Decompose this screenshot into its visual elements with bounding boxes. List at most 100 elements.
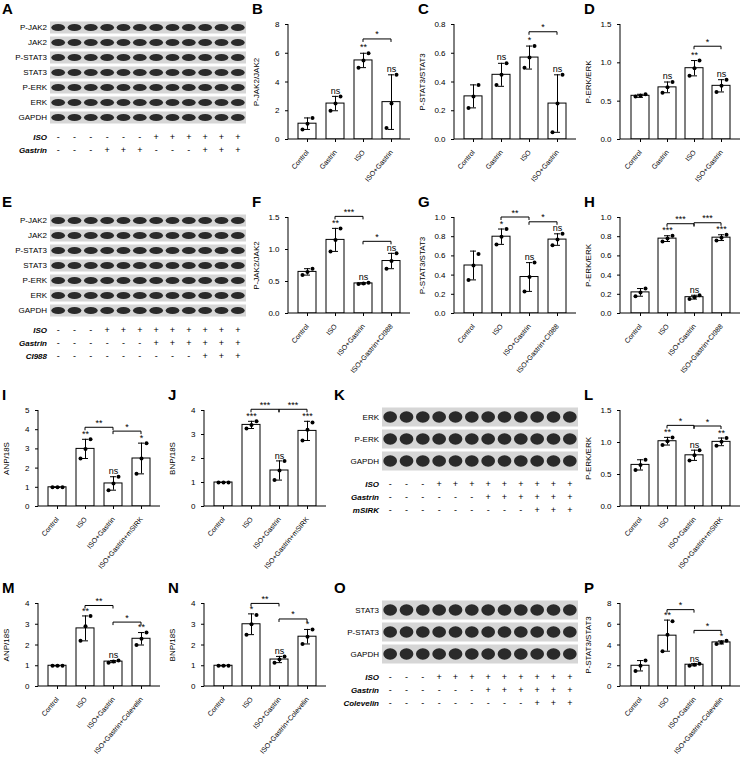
svg-text:+: + [235, 325, 240, 335]
svg-text:0.4: 0.4 [600, 271, 612, 280]
svg-text:*: * [125, 422, 129, 432]
svg-text:+: + [518, 685, 523, 695]
svg-text:-: - [421, 672, 424, 682]
svg-text:-: - [438, 685, 441, 695]
svg-text:ns: ns [275, 646, 285, 656]
svg-text:2: 2 [607, 661, 612, 670]
svg-text:+: + [154, 325, 159, 335]
svg-text:+: + [469, 672, 474, 682]
svg-text:CI988: CI988 [26, 352, 48, 361]
svg-text:-: - [421, 492, 424, 502]
svg-text:+: + [551, 505, 556, 515]
svg-text:ISO+Gastrin+mSIRK: ISO+Gastrin+mSIRK [97, 515, 144, 570]
svg-text:Control: Control [623, 322, 643, 344]
svg-text:-: - [421, 698, 424, 708]
svg-text:ISO+Gastrin: ISO+Gastrin [694, 149, 724, 183]
svg-text:1.0: 1.0 [434, 213, 446, 222]
svg-text:-: - [89, 325, 92, 335]
svg-text:0.0: 0.0 [434, 309, 446, 318]
svg-text:-: - [405, 479, 408, 489]
svg-text:*: * [375, 29, 379, 39]
svg-text:ns: ns [109, 650, 119, 660]
svg-text:ISO+Gastrin: ISO+Gastrin [252, 516, 282, 550]
svg-text:ns: ns [331, 86, 341, 96]
svg-text:-: - [73, 351, 76, 361]
svg-text:***: *** [702, 213, 713, 223]
svg-text:-: - [438, 505, 441, 515]
svg-text:ISO+Gastrin: ISO+Gastrin [502, 323, 532, 357]
svg-text:+: + [535, 685, 540, 695]
svg-text:Control: Control [290, 322, 310, 344]
svg-text:+: + [551, 685, 556, 695]
svg-text:4: 4 [275, 78, 280, 87]
svg-text:-: - [89, 145, 92, 155]
svg-text:0.6: 0.6 [434, 251, 446, 260]
svg-text:P-JAK2: P-JAK2 [20, 216, 48, 225]
svg-text:ns: ns [663, 71, 673, 81]
svg-text:ISO: ISO [657, 515, 670, 529]
svg-text:*: * [291, 609, 295, 619]
svg-text:ISO: ISO [519, 148, 532, 162]
svg-text:-: - [470, 698, 473, 708]
svg-text:+: + [170, 132, 175, 142]
svg-text:-: - [57, 145, 60, 155]
svg-text:GAPDH: GAPDH [351, 650, 380, 659]
svg-text:ISO: ISO [75, 515, 88, 529]
svg-text:-: - [187, 351, 190, 361]
svg-text:ns: ns [275, 451, 285, 461]
svg-text:ISO: ISO [353, 148, 366, 162]
svg-text:ISO+Gastrin: ISO+Gastrin [86, 516, 116, 550]
svg-text:6: 6 [607, 620, 612, 629]
svg-text:mSIRK: mSIRK [353, 506, 380, 515]
svg-text:P-STAT3/STAT3: P-STAT3/STAT3 [418, 236, 427, 294]
svg-text:0.4: 0.4 [434, 78, 446, 87]
svg-text:+: + [203, 145, 208, 155]
svg-text:+: + [567, 479, 572, 489]
svg-text:-: - [89, 351, 92, 361]
svg-text:***: *** [302, 411, 313, 421]
svg-text:ISO+Gastrin+Colevelin: ISO+Gastrin+Colevelin [259, 696, 310, 755]
svg-text:Colevelin: Colevelin [343, 699, 379, 708]
svg-text:-: - [389, 492, 392, 502]
svg-text:+: + [453, 672, 458, 682]
svg-text:+: + [502, 685, 507, 695]
svg-text:+: + [154, 132, 159, 142]
svg-text:+: + [137, 145, 142, 155]
svg-text:+: + [235, 338, 240, 348]
svg-text:+: + [219, 325, 224, 335]
svg-text:STAT3: STAT3 [355, 606, 379, 615]
svg-text:-: - [487, 698, 490, 708]
svg-text:+: + [186, 325, 191, 335]
svg-text:BNP/18S: BNP/18S [168, 629, 177, 662]
svg-text:ns: ns [109, 466, 119, 476]
svg-text:**: ** [82, 606, 90, 616]
svg-text:ns: ns [553, 64, 563, 74]
svg-text:-: - [89, 338, 92, 348]
svg-text:+: + [567, 505, 572, 515]
svg-text:Gastrin: Gastrin [351, 493, 379, 502]
svg-text:+: + [121, 145, 126, 155]
svg-text:P-JAK2: P-JAK2 [20, 23, 48, 32]
svg-text:+: + [551, 672, 556, 682]
svg-text:0.8: 0.8 [434, 20, 446, 29]
svg-text:*: * [679, 600, 683, 610]
svg-text:1.0: 1.0 [268, 245, 280, 254]
svg-text:-: - [106, 132, 109, 142]
svg-text:-: - [57, 351, 60, 361]
svg-text:***: *** [675, 214, 686, 224]
svg-text:-: - [138, 132, 141, 142]
svg-text:ns: ns [525, 252, 535, 262]
svg-text:-: - [57, 325, 60, 335]
svg-text:*: * [375, 232, 379, 242]
svg-text:+: + [535, 492, 540, 502]
svg-text:0.0: 0.0 [600, 502, 612, 511]
svg-text:P-ERK: P-ERK [23, 83, 48, 92]
svg-text:0.0: 0.0 [600, 309, 612, 318]
svg-text:+: + [567, 698, 572, 708]
svg-text:4: 4 [25, 599, 30, 608]
svg-text:P-STAT3/STAT3: P-STAT3/STAT3 [418, 53, 427, 111]
svg-text:*: * [679, 416, 683, 426]
svg-text:**: ** [691, 50, 699, 60]
svg-text:JAK2: JAK2 [28, 38, 48, 47]
svg-text:-: - [171, 145, 174, 155]
